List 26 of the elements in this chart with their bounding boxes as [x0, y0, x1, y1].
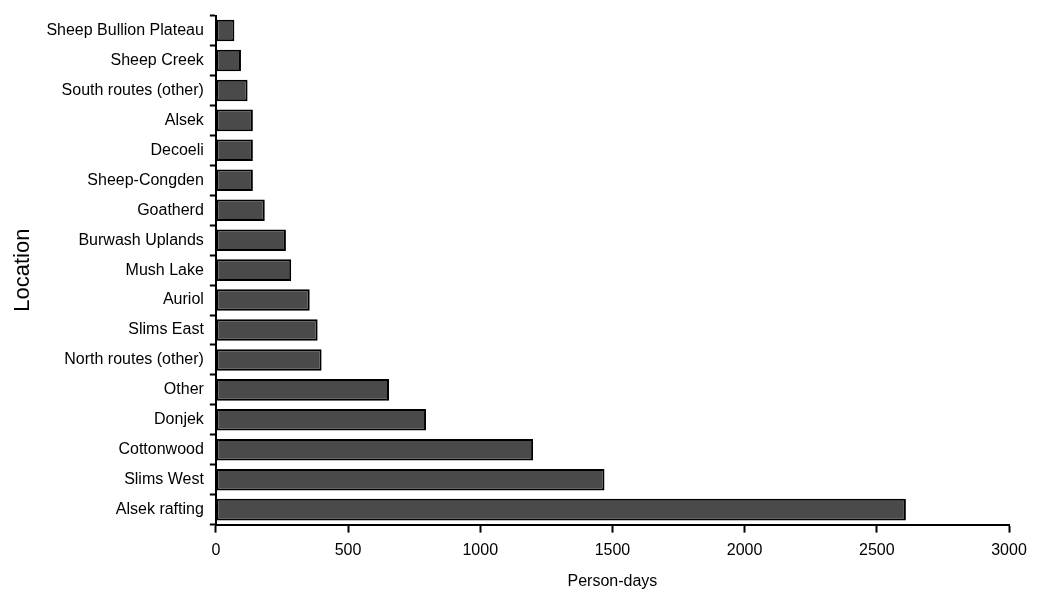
x-tick-label: 0 [211, 540, 221, 558]
y-tick-label: Slims East [128, 320, 205, 338]
y-tick-label: Sheep-Congden [87, 170, 204, 188]
x-axis-title: Person-days [567, 571, 658, 589]
y-tick-label: Alsek rafting [115, 500, 204, 518]
y-tick-label: Other [163, 380, 205, 398]
y-tick-label: Decoeli [150, 140, 204, 158]
x-tick-label: 1000 [462, 540, 499, 558]
x-tick-label: 1500 [594, 540, 631, 558]
x-tick-label: 3000 [991, 540, 1027, 558]
y-tick-label: Donjek [154, 410, 205, 428]
x-tick-label: 500 [334, 540, 362, 558]
y-tick-label: South routes (other) [61, 80, 204, 98]
y-axis-title: Location [9, 228, 35, 312]
y-tick-label: Burwash Uplands [78, 230, 204, 248]
x-tick-label: 2500 [859, 540, 895, 558]
y-tick-label: Alsek [164, 110, 205, 128]
y-tick-label: Slims West [124, 470, 205, 488]
y-tick-label: Cottonwood [118, 440, 204, 458]
x-tick-label: 2000 [726, 540, 763, 558]
y-tick-label: Mush Lake [125, 260, 204, 278]
y-tick-label: Goatherd [137, 200, 204, 218]
y-tick-label: North routes (other) [64, 350, 204, 368]
y-tick-label: Sheep Creek [110, 50, 205, 68]
y-tick-label: Auriol [162, 290, 204, 308]
y-tick-label: Sheep Bullion Plateau [46, 20, 204, 38]
